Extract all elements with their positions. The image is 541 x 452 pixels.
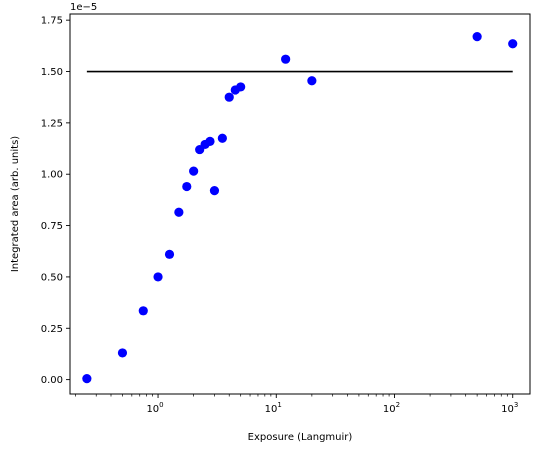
data-point xyxy=(307,76,317,86)
data-point xyxy=(82,373,92,384)
data-point xyxy=(209,186,220,196)
y-tick-label: 0.00 xyxy=(41,375,63,386)
y-tick-label: 1.50 xyxy=(41,67,63,78)
x-tick-exponent: 3 xyxy=(514,401,518,409)
y-tick-label: 0.50 xyxy=(41,272,63,283)
y-tick-label: 1.00 xyxy=(41,170,63,181)
y-tick-label: 1.75 xyxy=(41,16,63,27)
plot-frame xyxy=(69,13,531,395)
data-point xyxy=(236,82,246,92)
data-point xyxy=(153,272,163,282)
y-axis-label: Integrated area (arb. units) xyxy=(10,136,21,272)
data-point xyxy=(164,249,175,259)
y-tick-label: 0.25 xyxy=(41,324,63,335)
data-point xyxy=(117,348,128,358)
y-offset-label: 1e−5 xyxy=(70,2,97,13)
x-tick-label: 101 xyxy=(265,401,282,415)
x-tick-label: 103 xyxy=(501,401,518,415)
x-tick-exponent: 2 xyxy=(396,401,400,409)
x-axis-ticks: 100 101 102 103 xyxy=(75,394,518,415)
y-tick-label: 0.75 xyxy=(41,221,63,232)
data-points xyxy=(82,31,518,384)
x-axis-label: Exposure (Langmuir) xyxy=(248,432,353,443)
data-point xyxy=(189,166,199,176)
x-tick-label: 102 xyxy=(383,401,400,415)
data-point xyxy=(508,39,518,49)
y-axis-ticks: 0.00 0.25 0.50 0.75 1.00 1.25 1.50 1.75 xyxy=(41,16,70,386)
data-point xyxy=(281,54,291,64)
data-point xyxy=(224,92,234,102)
data-point xyxy=(205,136,215,146)
data-point xyxy=(472,31,482,42)
x-tick-label: 100 xyxy=(146,401,163,415)
data-point xyxy=(174,207,184,217)
data-point xyxy=(138,306,148,316)
x-tick-exponent: 1 xyxy=(277,401,281,409)
data-point xyxy=(182,181,192,192)
y-tick-label: 1.25 xyxy=(41,118,63,129)
data-point xyxy=(217,133,227,143)
x-tick-exponent: 0 xyxy=(159,401,163,409)
